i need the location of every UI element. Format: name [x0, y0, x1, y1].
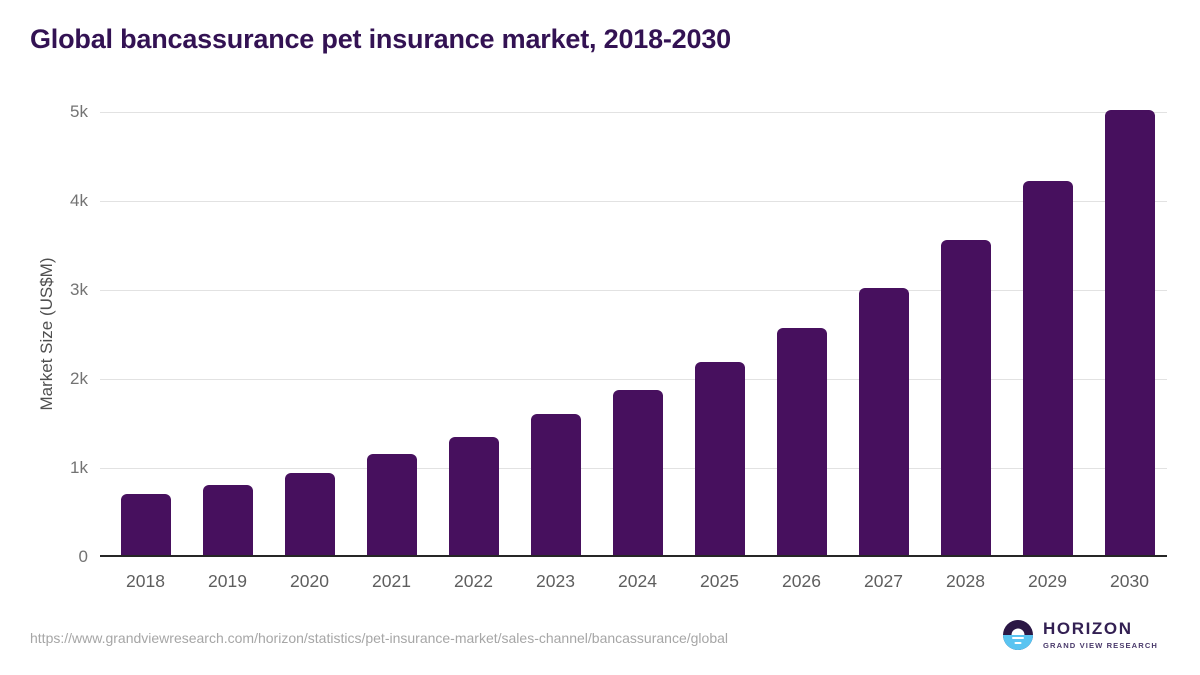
bar-2020[interactable]	[284, 473, 335, 555]
y-tick-label: 5k	[70, 102, 88, 121]
x-tick-label: 2027	[864, 571, 903, 591]
logo-title: HORIZON	[1043, 619, 1133, 639]
x-tick-label: 2020	[290, 571, 329, 591]
bar-2030[interactable]	[1104, 110, 1155, 555]
bar-2018[interactable]	[120, 493, 171, 555]
gridline	[100, 290, 1167, 291]
x-tick-label: 2025	[700, 571, 739, 591]
ripple-shape	[1012, 637, 1025, 640]
horizon-sun-icon	[1003, 620, 1034, 650]
bar-2024[interactable]	[612, 390, 663, 555]
bar-2025[interactable]	[694, 361, 745, 555]
page-title: Global bancassurance pet insurance marke…	[30, 24, 731, 54]
x-tick-label: 2030	[1110, 571, 1149, 591]
bar-2028[interactable]	[940, 239, 991, 555]
x-tick-label: 2018	[126, 571, 165, 591]
source-url: https://www.grandviewresearch.com/horizo…	[30, 630, 728, 646]
logo-subtitle: GRAND VIEW RESEARCH	[1043, 640, 1158, 650]
y-tick-label: 0	[78, 547, 88, 566]
bar-2019[interactable]	[202, 484, 253, 555]
y-tick-label: 3k	[70, 280, 88, 299]
x-tick-label: 2029	[1028, 571, 1067, 591]
x-tick-label: 2026	[782, 571, 821, 591]
x-tick-label: 2019	[208, 571, 247, 591]
x-tick-label: 2023	[536, 571, 575, 591]
x-tick-label: 2024	[618, 571, 657, 591]
bar-2023[interactable]	[530, 414, 581, 555]
gridline	[100, 112, 1167, 113]
bar-2027[interactable]	[858, 288, 909, 555]
x-tick-label: 2021	[372, 571, 411, 591]
gridline	[100, 379, 1167, 380]
ripple-shape	[1014, 641, 1022, 644]
y-tick-label: 2k	[70, 369, 88, 388]
plot-area: 0 1k 2k 3k 4k 5k 2018 2019 2020 2021 2022 2023 2024 2…	[70, 102, 1167, 591]
y-tick-label: 1k	[70, 458, 88, 477]
bar-2021[interactable]	[366, 454, 417, 555]
horizon-logo: HORIZON GRAND VIEW RESEARCH	[1003, 619, 1158, 650]
x-tick-label: 2022	[454, 571, 493, 591]
bar-2029[interactable]	[1022, 181, 1073, 555]
y-tick-label: 4k	[70, 191, 88, 210]
bar-2026[interactable]	[776, 328, 827, 555]
gridline	[100, 201, 1167, 202]
x-tick-label: 2028	[946, 571, 985, 591]
bar-2022[interactable]	[448, 436, 499, 555]
